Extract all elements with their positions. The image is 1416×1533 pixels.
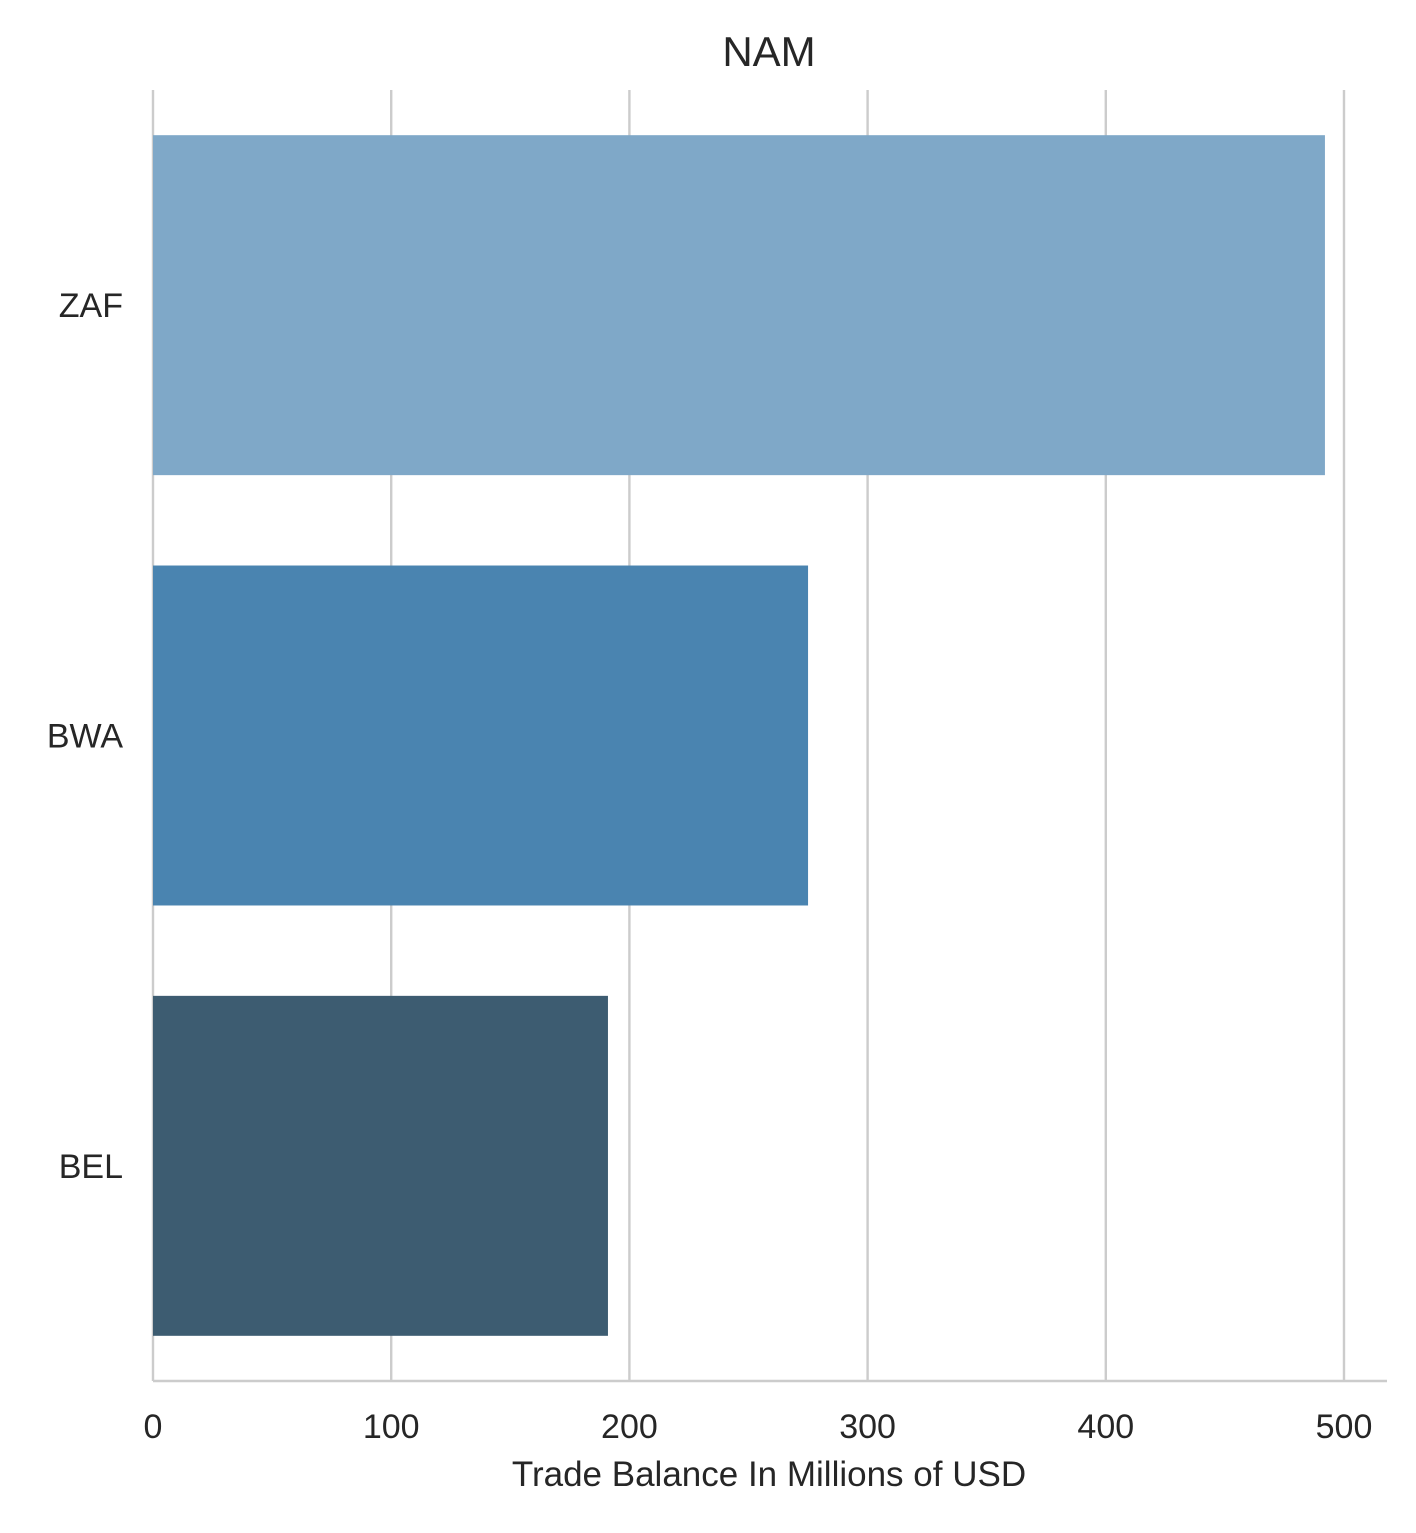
x-tick-label: 400 bbox=[1077, 1408, 1134, 1446]
x-tick-label: 200 bbox=[601, 1408, 658, 1446]
axes: 0 100 200 300 400 500 ZAF BWA BEL bbox=[47, 287, 1387, 1446]
bar-bel bbox=[153, 995, 608, 1336]
y-category-label: ZAF bbox=[59, 287, 123, 325]
bar-bwa bbox=[153, 565, 809, 906]
x-tick-label: 0 bbox=[144, 1408, 163, 1446]
bars bbox=[153, 135, 1325, 1336]
bar-zaf bbox=[153, 135, 1325, 476]
x-tick-label: 300 bbox=[839, 1408, 896, 1446]
x-tick-label: 500 bbox=[1316, 1408, 1373, 1446]
x-axis-title: Trade Balance In Millions of USD bbox=[512, 1455, 1026, 1494]
y-category-label: BEL bbox=[59, 1148, 123, 1186]
chart-title: NAM bbox=[722, 28, 815, 75]
y-category-label: BWA bbox=[47, 718, 124, 756]
x-tick-label: 100 bbox=[363, 1408, 420, 1446]
